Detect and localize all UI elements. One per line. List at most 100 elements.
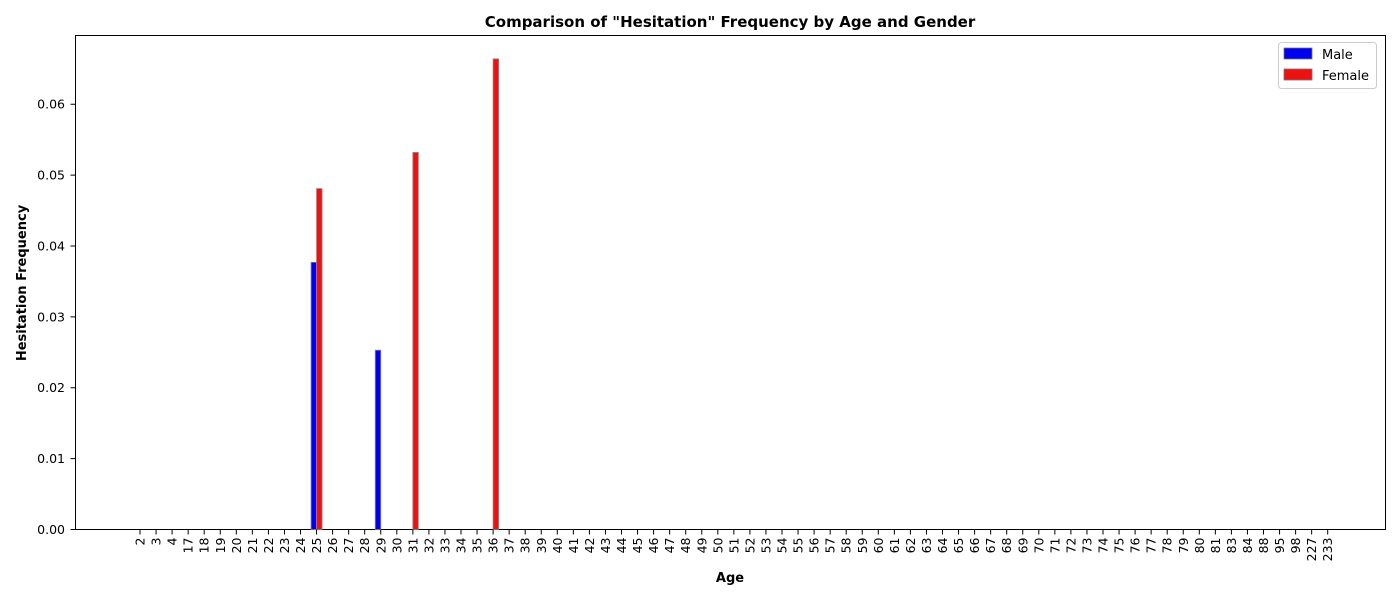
x-tick-label: 69 (1015, 537, 1030, 553)
x-tick-label: 26 (325, 537, 340, 553)
x-tick-label: 45 (630, 538, 645, 554)
x-tick-label: 22 (261, 538, 276, 554)
x-tick-label: 4 (165, 537, 180, 545)
x-tick-label: 64 (935, 537, 950, 553)
x-tick-label: 61 (887, 538, 902, 554)
y-tick-label: 0.05 (37, 168, 65, 183)
x-tick-label: 53 (758, 538, 773, 554)
x-tick-label: 29 (373, 537, 388, 553)
x-tick-label: 51 (726, 538, 741, 554)
x-tick-label: 39 (534, 537, 549, 553)
x-tick-label: 32 (421, 538, 436, 554)
x-tick-label: 59 (855, 537, 870, 553)
x-tick-label: 54 (775, 537, 790, 553)
x-tick-label: 48 (678, 537, 693, 553)
legend-swatch-male (1283, 47, 1313, 60)
legend: Male Female (1278, 42, 1377, 89)
x-tick-label: 41 (566, 538, 581, 554)
x-tick-label: 76 (1128, 537, 1143, 553)
y-tick-label: 0.06 (37, 97, 65, 112)
x-tick-label: 20 (229, 537, 244, 553)
y-tick-label: 0.04 (37, 238, 65, 253)
y-axis: 0.00 0.01 0.02 0.03 0.04 0.05 0.06 (37, 97, 76, 537)
x-tick-label: 36 (486, 537, 501, 553)
x-tick-label: 37 (502, 538, 517, 554)
x-tick-label: 77 (1144, 538, 1159, 554)
x-tick-label: 3 (149, 538, 164, 546)
x-axis: 2 3 4 17 18 19 20 21 22 23 24 25 26 27 28 29 30 31 32 33 34 3… (133, 529, 1335, 562)
x-tick-label: 73 (1079, 538, 1094, 554)
y-tick-label: 0.00 (37, 522, 65, 537)
x-tick-label: 44 (614, 537, 629, 553)
y-axis-label: Hesitation Frequency (15, 204, 30, 361)
x-tick-label: 47 (662, 538, 677, 554)
x-tick-label: 46 (646, 537, 661, 553)
chart-title: Comparison of "Hesitation" Frequency by … (485, 13, 976, 31)
plot-area (75, 35, 1386, 530)
x-tick-label: 98 (1288, 537, 1303, 553)
x-tick-label: 21 (245, 538, 260, 554)
x-tick-label: 62 (903, 538, 918, 554)
bar-female-36 (492, 58, 500, 530)
x-tick-label: 52 (742, 538, 757, 554)
bar-female-31 (412, 152, 419, 530)
x-tick-label: 84 (1240, 537, 1255, 553)
x-tick-label: 80 (1192, 537, 1207, 553)
x-tick-label: 25 (309, 538, 324, 554)
x-tick-label: 83 (1224, 538, 1239, 554)
x-tick-label: 31 (405, 538, 420, 554)
bar-male-25 (310, 261, 317, 530)
x-tick-label: 68 (999, 537, 1014, 553)
x-tick-label: 71 (1047, 538, 1062, 554)
x-tick-label: 17 (181, 538, 196, 554)
x-tick-label: 63 (919, 538, 934, 554)
x-tick-label: 56 (807, 537, 822, 553)
x-tick-label: 55 (791, 538, 806, 554)
x-tick-label: 72 (1063, 538, 1078, 554)
x-tick-label: 67 (983, 538, 998, 554)
x-tick-label: 57 (823, 538, 838, 554)
legend-label-female: Female (1322, 69, 1369, 84)
x-tick-label: 88 (1256, 537, 1271, 553)
y-tick-label: 0.03 (37, 309, 65, 324)
x-tick-label: 38 (518, 537, 533, 553)
bars (310, 58, 500, 530)
x-tick-label: 75 (1112, 538, 1127, 554)
bar-male-29 (374, 349, 382, 530)
x-tick-label: 95 (1272, 538, 1287, 554)
x-tick-label: 18 (197, 537, 212, 553)
x-tick-label: 28 (357, 537, 372, 553)
x-tick-label: 40 (550, 537, 565, 553)
x-tick-label: 33 (437, 538, 452, 554)
legend-label-male: Male (1322, 48, 1353, 63)
x-tick-label: 65 (951, 538, 966, 554)
x-tick-label: 35 (470, 538, 485, 554)
x-tick-label: 34 (454, 537, 469, 553)
x-tick-label: 79 (1176, 537, 1191, 553)
x-tick-label: 24 (293, 537, 308, 553)
x-tick-label: 66 (967, 537, 982, 553)
bar-female-25 (316, 188, 323, 530)
x-tick-label: 43 (598, 538, 613, 554)
x-tick-label: 49 (694, 537, 709, 553)
x-tick-label: 58 (839, 537, 854, 553)
x-tick-label: 60 (871, 537, 886, 553)
x-tick-label: 78 (1160, 537, 1175, 553)
x-tick-label: 50 (710, 537, 725, 553)
legend-swatch-female (1283, 68, 1313, 81)
x-tick-label: 42 (582, 538, 597, 554)
x-tick-label: 27 (341, 538, 356, 554)
x-tick-label: 227 (1304, 538, 1319, 562)
x-tick-label: 74 (1096, 537, 1111, 553)
x-tick-label: 30 (389, 537, 404, 553)
y-tick-label: 0.02 (37, 380, 65, 395)
x-tick-label: 19 (213, 537, 228, 553)
x-tick-label: 2 (133, 538, 148, 546)
x-tick-label: 233 (1320, 538, 1335, 562)
y-tick-label: 0.01 (37, 451, 65, 466)
x-tick-label: 70 (1031, 537, 1046, 553)
x-tick-label: 23 (277, 538, 292, 554)
x-axis-label: Age (716, 571, 744, 586)
x-tick-label: 81 (1208, 538, 1223, 554)
